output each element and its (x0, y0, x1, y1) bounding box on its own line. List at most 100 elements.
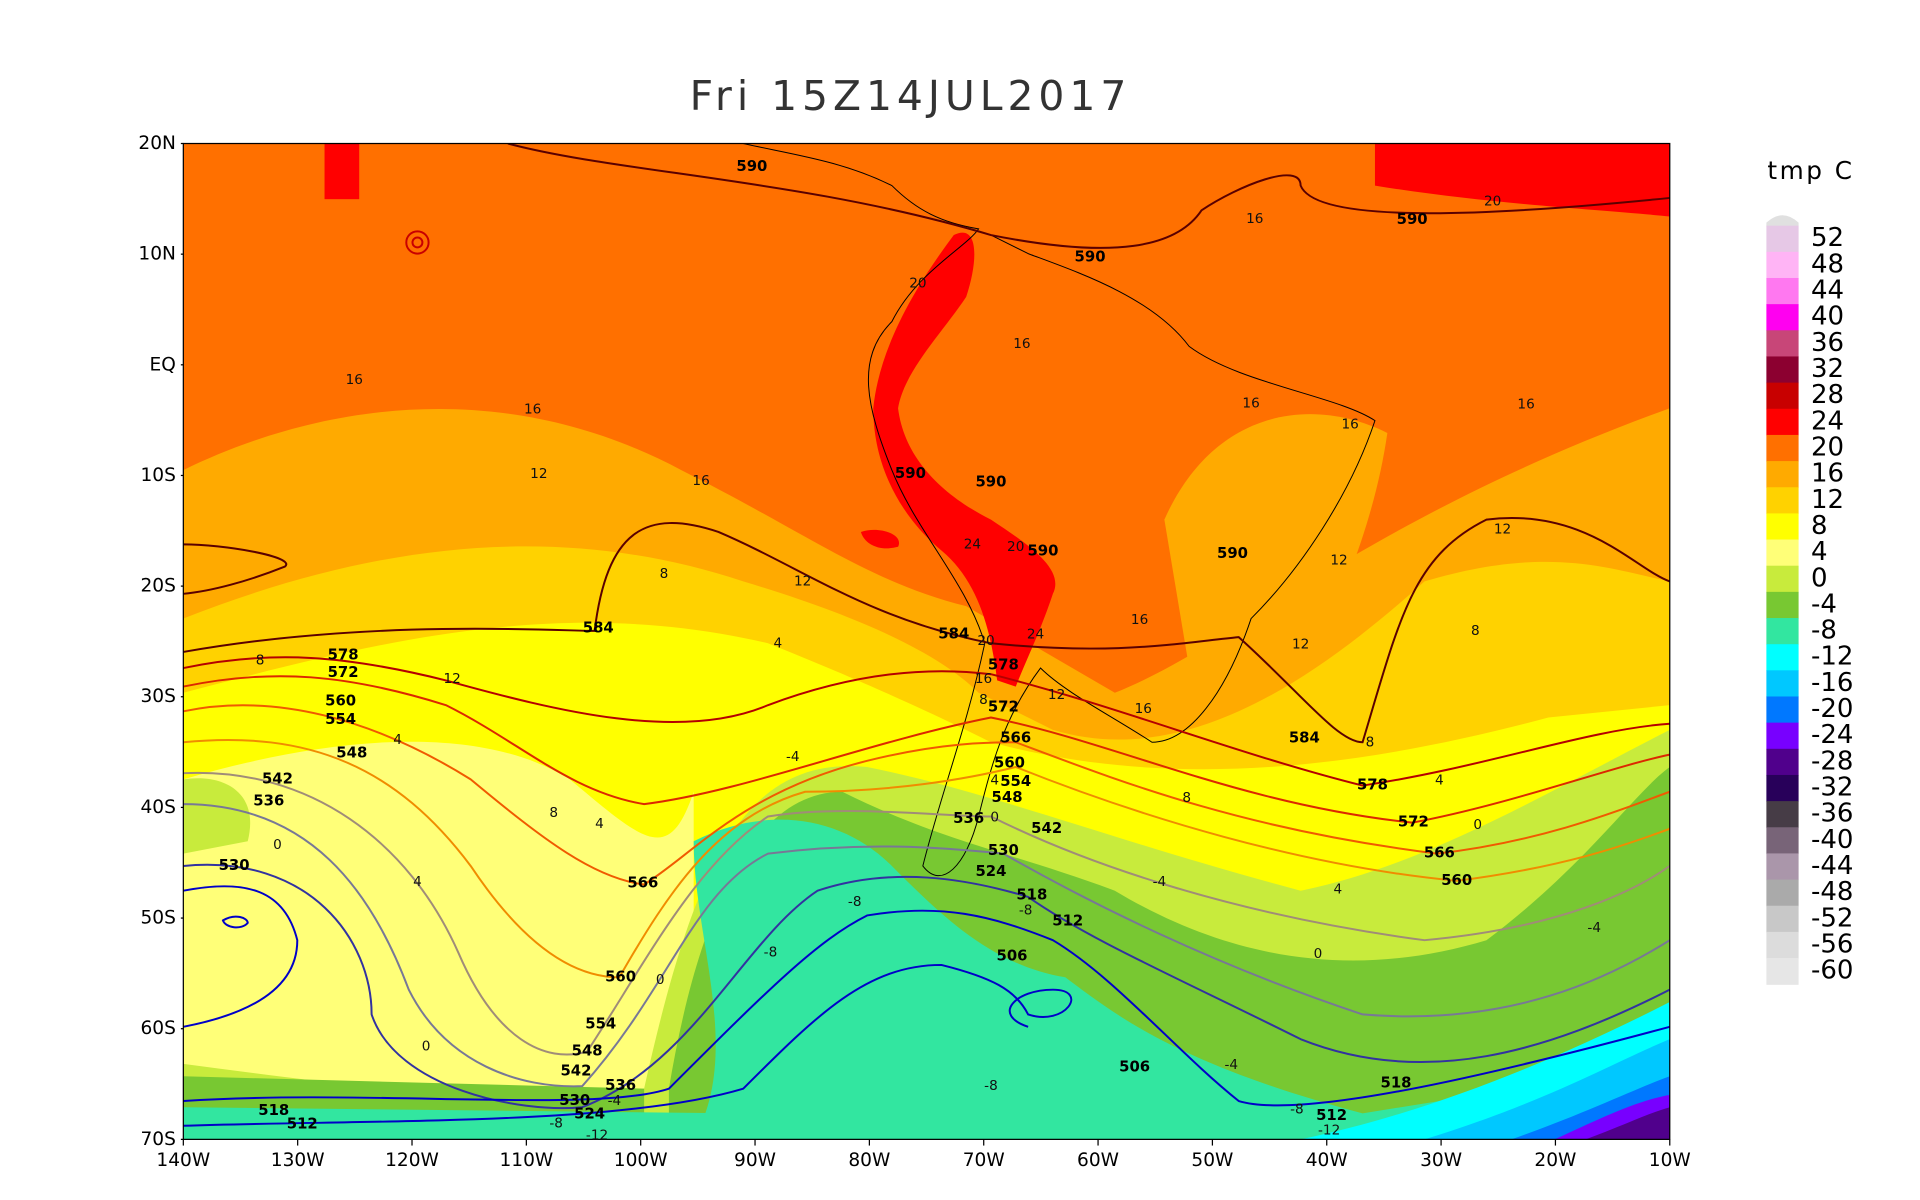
colorbar-label: 20 (1811, 433, 1844, 463)
temperature-contour-label: -4 (786, 749, 800, 765)
temperature-contour-label: 12 (443, 671, 460, 687)
height-contour-label: 548 (572, 1042, 603, 1060)
colorbar-label: 48 (1811, 249, 1844, 279)
temperature-contour-label: 24 (964, 536, 981, 552)
height-contour-label: 566 (1000, 729, 1031, 747)
temperature-contour-label: 20 (977, 633, 994, 649)
lat-label: 20N (138, 133, 176, 154)
height-contour-label: 542 (262, 769, 293, 787)
height-contour-label: 512 (1316, 1106, 1347, 1124)
colorbar-box (1766, 330, 1799, 358)
temperature-contour-label: 8 (1182, 790, 1191, 806)
colorbar-box (1766, 513, 1799, 541)
temperature-contour-label: -8 (549, 1115, 563, 1131)
colorbar-box (1766, 618, 1799, 645)
lat-label: 10S (140, 465, 175, 486)
height-contour-label: 578 (988, 656, 1019, 674)
lat-label: 10N (138, 244, 176, 265)
height-contour-label: 530 (219, 856, 250, 874)
colorbar-label: -56 (1811, 929, 1853, 959)
lon-label: 100W (614, 1150, 668, 1171)
height-contour-label: 584 (583, 618, 614, 636)
colorbar-label: 52 (1811, 223, 1844, 253)
temperature-contour-label: 12 (1494, 521, 1511, 537)
temperature-contour-label: -8 (1290, 1102, 1304, 1118)
height-contour-label: 578 (1357, 776, 1388, 794)
height-contour-label: 560 (605, 967, 636, 985)
colorbar-label: -40 (1811, 825, 1853, 855)
temperature-contour-label: -8 (1019, 903, 1033, 919)
height-contour-label: 560 (325, 691, 356, 709)
colorbar-box (1766, 408, 1799, 436)
lon-label: 70W (963, 1150, 1005, 1171)
temperature-contour-label: 8 (1471, 623, 1480, 639)
colorbar-box (1766, 251, 1799, 279)
temperature-contour-label: 8 (256, 653, 265, 669)
colorbar-label: -4 (1811, 589, 1837, 619)
colorbar-box (1766, 879, 1799, 907)
colorbar-label: -28 (1811, 746, 1853, 776)
height-contour-label: 512 (1052, 912, 1083, 930)
map-frame (182, 142, 1671, 1140)
height-contour-label: 518 (258, 1101, 289, 1119)
temperature-contour-label: -12 (586, 1128, 608, 1144)
height-contour-label: 560 (994, 753, 1025, 771)
colorbar-label: -8 (1811, 616, 1837, 646)
temperature-contour-label: 0 (990, 810, 999, 826)
lon-label: 110W (499, 1150, 553, 1171)
lon-label: 20W (1534, 1150, 1576, 1171)
temperature-contour-label: -8 (984, 1078, 998, 1094)
colorbar-label: -20 (1811, 694, 1853, 724)
title: Fri 15Z14JUL2017 (690, 72, 1132, 120)
temperature-contour-label: 16 (524, 401, 541, 417)
lon-label: 50W (1191, 1150, 1233, 1171)
height-contour-label: 590 (1217, 544, 1248, 562)
height-contour-label: 590 (1027, 542, 1058, 560)
temperature-contour-label: 12 (1330, 552, 1347, 568)
temperature-contour-label: 8 (660, 566, 669, 582)
temperature-contour-label: 4 (1333, 881, 1342, 897)
colorbar-box (1766, 225, 1799, 253)
colorbar-box (1766, 591, 1799, 619)
colorbar-box (1766, 304, 1799, 331)
temperature-contour-label: 8 (1366, 734, 1375, 750)
height-contour-label: 572 (988, 698, 1019, 716)
lat-label: 20S (140, 576, 175, 597)
temperature-contour-label: 16 (1246, 211, 1263, 227)
height-contour-label: 548 (992, 788, 1023, 806)
temperature-contour-label: -4 (1224, 1057, 1238, 1073)
lon-label: 130W (271, 1150, 325, 1171)
height-contour-label: 536 (253, 792, 284, 810)
colorbar-box (1766, 931, 1799, 959)
colorbar-label: -48 (1811, 877, 1853, 907)
colorbar-box (1766, 905, 1799, 933)
colorbar-label: 28 (1811, 380, 1844, 410)
height-contour-label: 566 (627, 873, 658, 891)
height-contour-label: 506 (997, 946, 1028, 964)
colorbar-box (1766, 461, 1799, 488)
temperature-contour-label: 4 (413, 874, 422, 890)
colorbar-box (1766, 827, 1799, 855)
lon-label: 120W (385, 1150, 439, 1171)
colorbar-label: -52 (1811, 903, 1853, 933)
colorbar-label: 16 (1811, 459, 1844, 489)
colorbar-label: -32 (1811, 773, 1853, 803)
colorbar-box (1766, 696, 1799, 724)
colorbar-label: 32 (1811, 354, 1844, 384)
temperature-contour-label: 16 (975, 671, 992, 687)
colorbar-box (1766, 722, 1799, 750)
temperature-contour-label: 4 (595, 816, 604, 832)
temperature-contour-label: 4 (990, 773, 999, 789)
colorbar-label: -16 (1811, 668, 1853, 698)
temperature-contour-label: -12 (1318, 1123, 1340, 1139)
colorbar-label: 44 (1811, 276, 1844, 306)
temperature-contour-label: 24 (1027, 627, 1044, 643)
temperature-contour-label: 16 (1135, 701, 1152, 717)
lon-label: 90W (734, 1150, 776, 1171)
temperature-contour-label: 4 (774, 635, 783, 651)
temperature-contour-label: 16 (1013, 336, 1030, 352)
height-contour-label: 530 (559, 1091, 590, 1109)
temperature-contour-label: 16 (1242, 395, 1259, 411)
